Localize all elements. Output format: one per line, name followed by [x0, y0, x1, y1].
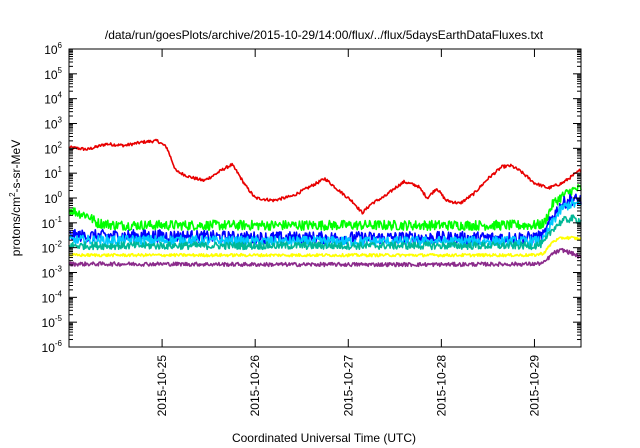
- y-tick-label-base: 10: [42, 341, 56, 355]
- x-tick-label: 2015-10-26: [248, 355, 262, 417]
- series-line-3: [68, 193, 582, 245]
- y-tick-label: 10-6: [42, 339, 63, 355]
- y-tick-label-exponent: 5: [58, 66, 63, 75]
- y-tick-label-exponent: 0: [58, 190, 63, 199]
- y-tick-label: 101: [44, 165, 62, 181]
- x-axis: 2015-10-25 2015-10-26 2015-10-27 2015-10-28…: [155, 49, 541, 416]
- series-line-7: [68, 247, 582, 268]
- y-tick-label-exponent: -2: [55, 240, 63, 249]
- y-tick-label-base: 10: [42, 267, 56, 281]
- series-line-1: [68, 138, 582, 215]
- y-tick-label-base: 10: [44, 142, 58, 156]
- y-tick-label: 10-1: [42, 215, 63, 231]
- chart-title: /data/run/goesPlots/archive/2015-10-29/1…: [105, 28, 544, 42]
- x-tick-label: 2015-10-27: [341, 355, 355, 417]
- y-axis: 10-610-510-410-310-210-11001011021031041…: [42, 41, 581, 355]
- x-tick-label: 2015-10-25: [155, 355, 169, 417]
- y-tick-label: 105: [44, 66, 62, 82]
- y-tick-label-exponent: -3: [55, 265, 63, 274]
- y-tick-label-exponent: -5: [55, 314, 63, 323]
- y-tick-label-exponent: -6: [55, 339, 63, 348]
- y-tick-label: 10-5: [42, 314, 63, 330]
- y-axis-label: protons/cm2-s-sr-MeV: [8, 140, 23, 256]
- y-tick-label-base: 10: [44, 167, 58, 181]
- y-tick-label-base: 10: [44, 192, 58, 206]
- plot-frame: [68, 48, 582, 348]
- y-axis-label-rest: -s-sr-MeV: [9, 140, 23, 193]
- y-tick-label-exponent: -4: [55, 289, 63, 298]
- x-axis-label: Coordinated Universal Time (UTC): [232, 431, 416, 445]
- y-tick-label-exponent: 4: [58, 91, 63, 100]
- y-tick-label-base: 10: [44, 68, 58, 82]
- y-tick-label: 100: [44, 190, 62, 206]
- y-tick-label-exponent: 2: [58, 140, 63, 149]
- series-line-6: [68, 235, 582, 258]
- y-axis-label-unit: protons/cm: [9, 197, 23, 256]
- y-tick-label: 10-4: [42, 289, 63, 305]
- y-tick-label-exponent: 3: [58, 116, 63, 125]
- y-tick-label: 10-3: [42, 265, 63, 281]
- x-tick-label: 2015-10-29: [527, 355, 541, 417]
- y-tick-label-exponent: 1: [58, 165, 63, 174]
- y-tick-label-base: 10: [42, 291, 56, 305]
- y-tick-label-base: 10: [44, 118, 58, 132]
- y-tick-label: 104: [44, 91, 62, 107]
- y-tick-label-base: 10: [42, 217, 56, 231]
- y-tick-label: 10-2: [42, 240, 63, 256]
- series-line-2: [68, 184, 582, 231]
- y-tick-label-base: 10: [44, 43, 58, 57]
- y-tick-label-exponent: -1: [55, 215, 63, 224]
- y-tick-label-base: 10: [42, 242, 56, 256]
- y-tick-label: 106: [44, 41, 62, 57]
- y-tick-label: 102: [44, 140, 62, 156]
- series-layer: [68, 138, 582, 268]
- y-axis-label-exponent: 2: [8, 192, 17, 197]
- y-tick-label-base: 10: [44, 93, 58, 107]
- y-tick-label-exponent: 6: [58, 41, 63, 50]
- y-tick-label: 103: [44, 116, 62, 132]
- series-line-4: [68, 198, 582, 248]
- y-tick-label-base: 10: [42, 316, 56, 330]
- x-tick-label: 2015-10-28: [434, 355, 448, 417]
- series-line-5: [68, 214, 582, 251]
